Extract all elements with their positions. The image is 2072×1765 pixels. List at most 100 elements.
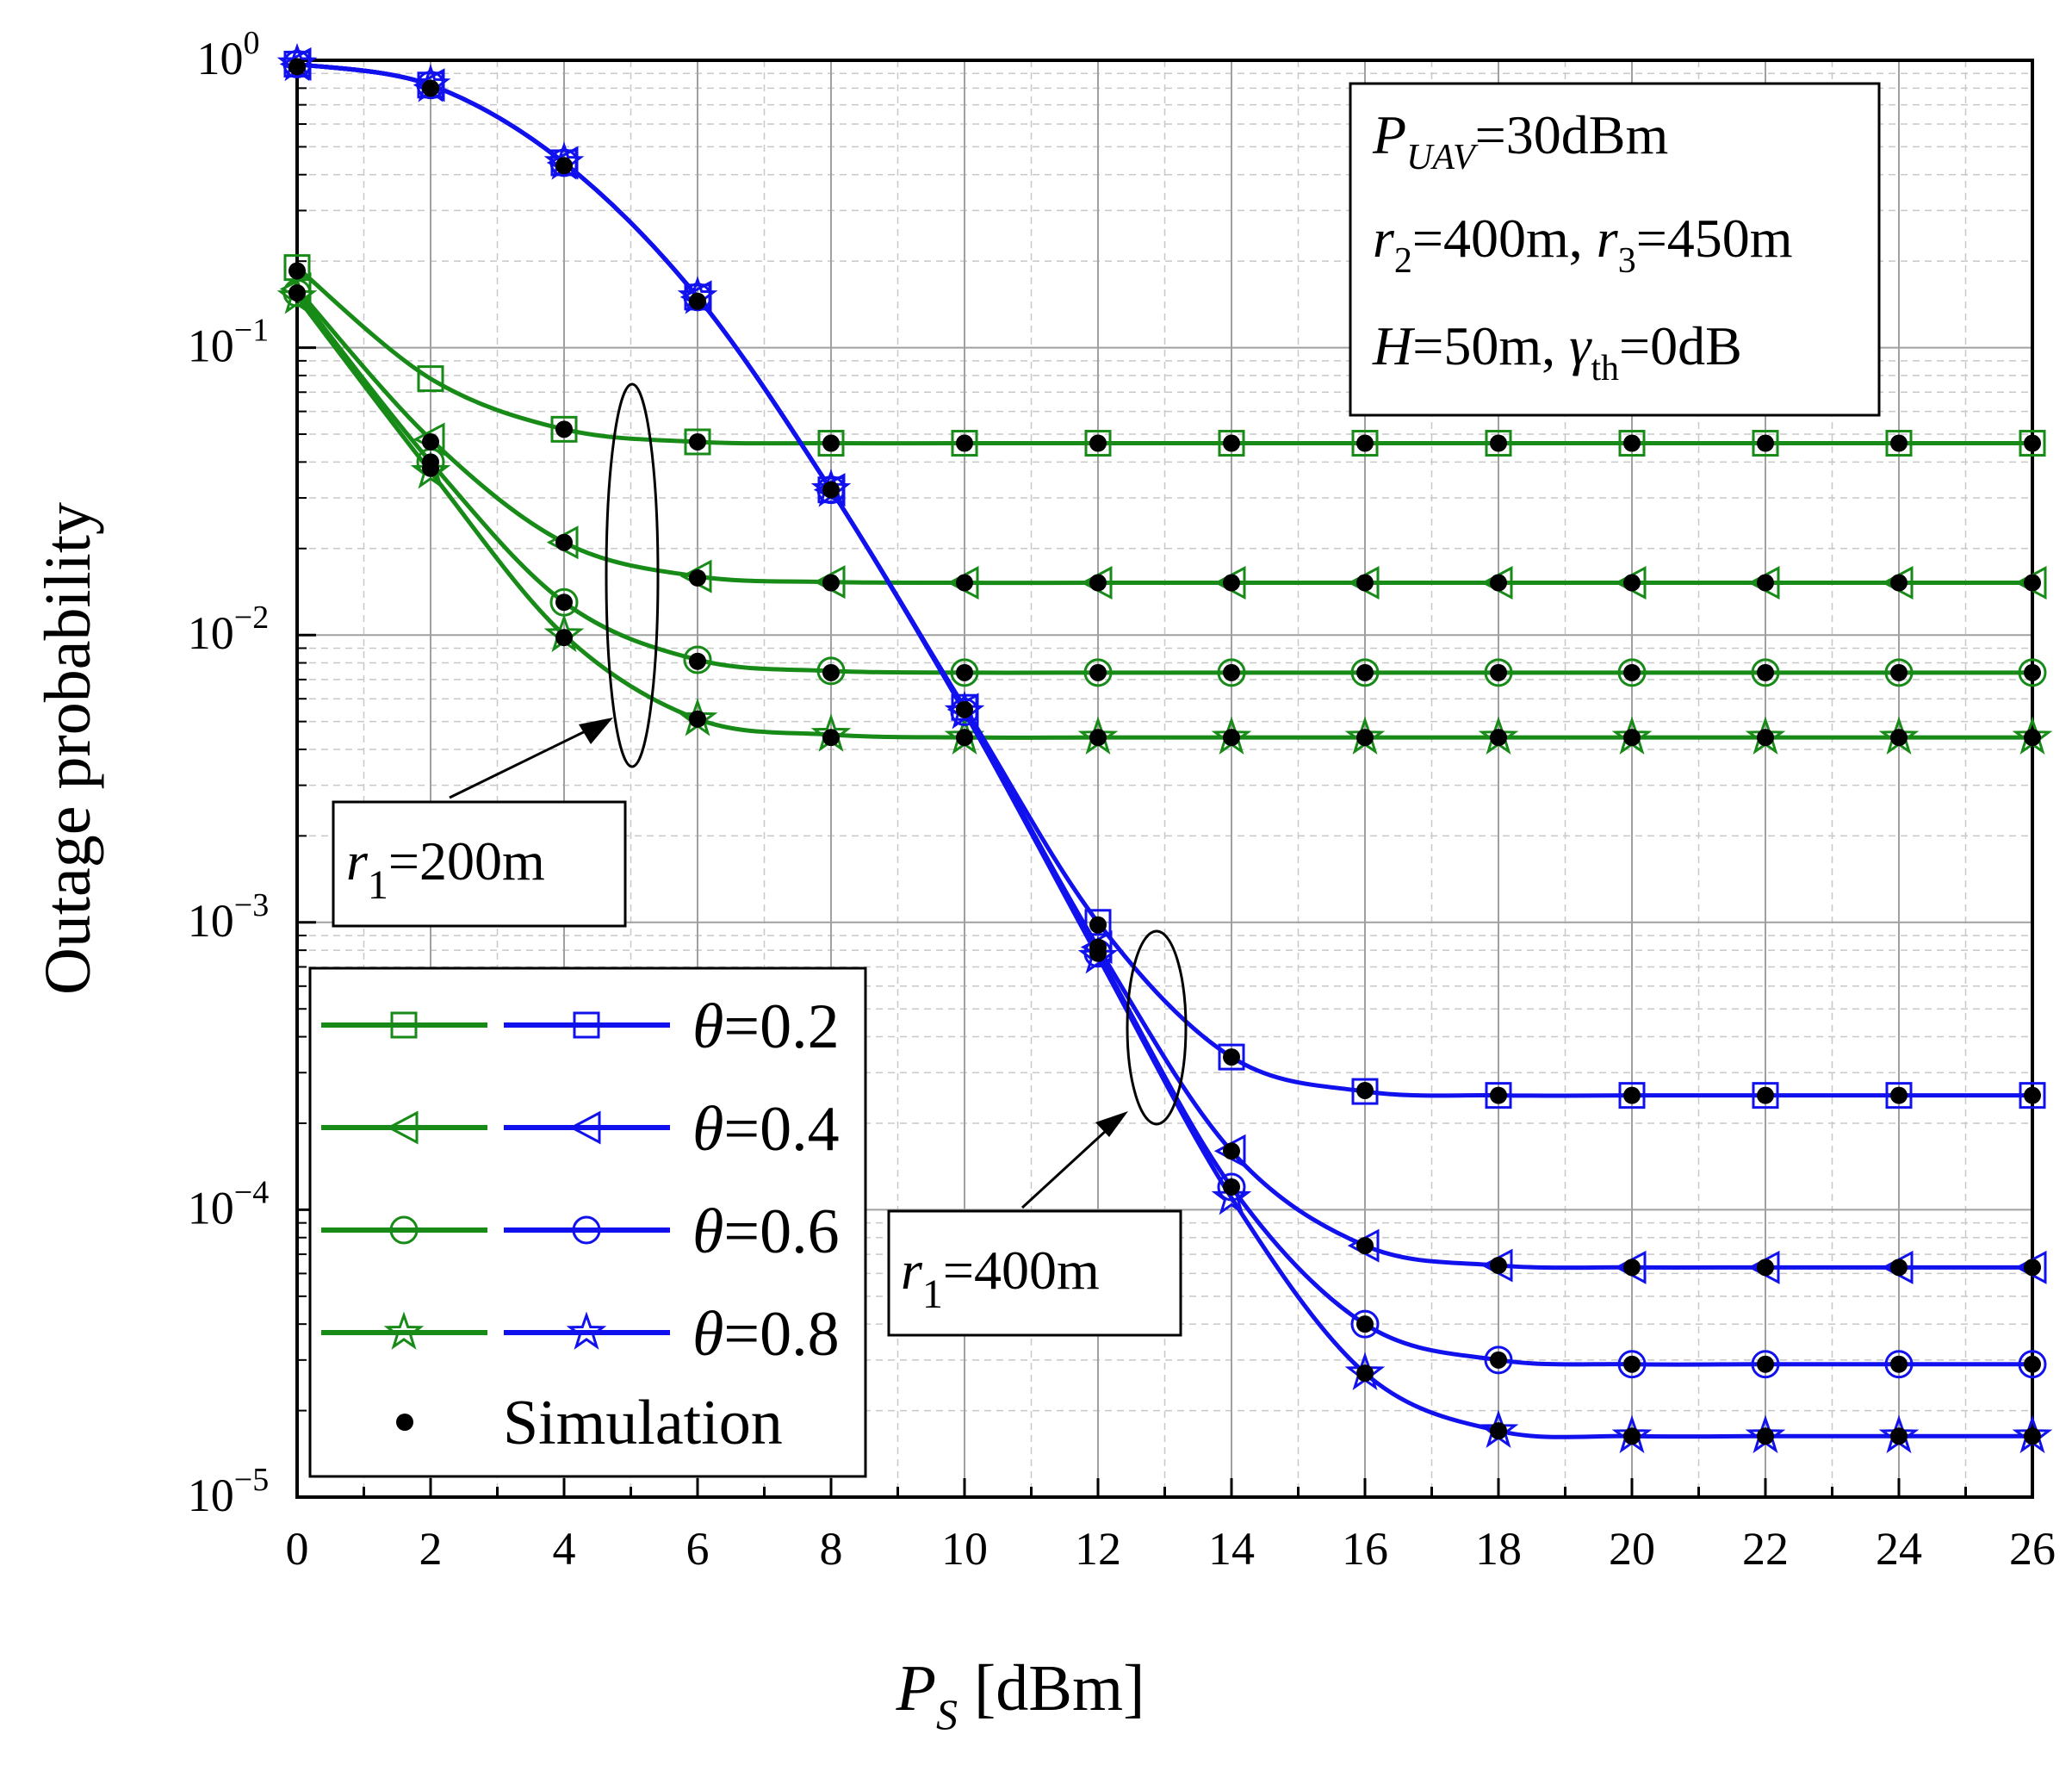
x-tick-label: 24 (1876, 1523, 1922, 1575)
simulation-point (2024, 663, 2041, 681)
annotation-r1-200m-text: r1=200m (346, 830, 545, 908)
series-marker (2019, 430, 2046, 457)
simulation-point (956, 700, 973, 718)
series-marker (817, 430, 845, 457)
series-marker (1617, 658, 1647, 687)
x-tick-label: 26 (2009, 1523, 2056, 1575)
series-marker (1217, 658, 1246, 687)
series-marker (951, 430, 978, 457)
series-marker (1077, 935, 1119, 974)
series-marker (1351, 1078, 1379, 1105)
series-marker (1351, 430, 1379, 457)
simulation-point (1890, 574, 1908, 592)
param-p-uav: PUAV=30dBm (1372, 104, 1668, 177)
x-tick-label: 16 (1342, 1523, 1388, 1575)
x-tick-label: 10 (941, 1523, 988, 1575)
x-tick-label: 4 (553, 1523, 576, 1575)
series-7 (276, 42, 2053, 1454)
legend-marker-green (389, 1215, 419, 1245)
simulation-point (1356, 434, 1374, 452)
simulation-point (555, 420, 573, 438)
y-tick-label: 100 (197, 25, 260, 84)
simulation-point (1089, 663, 1107, 681)
series-marker (549, 148, 579, 177)
legend-label: θ=0.6 (692, 1196, 840, 1267)
series-marker (1484, 658, 1513, 687)
x-axis-title: PS [dBm] (896, 1652, 1145, 1738)
annotation-r1-200m: r1=200m (332, 800, 627, 928)
series-marker (550, 415, 578, 443)
legend-row-0: θ=0.2 (321, 991, 840, 1062)
legend-marker-green (383, 1311, 425, 1350)
simulation-point (1623, 1427, 1641, 1445)
simulation-point (288, 58, 306, 76)
x-tick-label: 0 (286, 1523, 309, 1575)
simulation-point (1356, 729, 1374, 747)
series-marker (1484, 1346, 1513, 1375)
simulation-point (1490, 1257, 1507, 1275)
param-h-gamma: H=50m, γth=0dB (1372, 315, 1742, 388)
simulation-point (422, 432, 439, 451)
series-marker (950, 658, 979, 687)
parameter-box: PUAV=30dBm r2=400m, r3=450m H=50m, γth=0… (1349, 82, 1881, 417)
series-marker (1350, 1309, 1380, 1339)
simulation-point (555, 594, 573, 612)
simulation-point (956, 729, 973, 747)
series-marker (1211, 1177, 1252, 1215)
simulation-point (1356, 574, 1374, 592)
simulation-point (689, 652, 706, 670)
simulation-point (1623, 434, 1641, 452)
series-marker (1218, 430, 1245, 457)
series-marker (2018, 1350, 2047, 1379)
series-marker (1885, 1082, 1913, 1109)
x-tick-label: 2 (419, 1523, 443, 1575)
simulation-point (689, 569, 706, 587)
legend-marker-blue (568, 1110, 601, 1145)
simulation-point (1490, 1422, 1507, 1440)
simulation-point (1223, 663, 1240, 681)
simulation-point (1623, 729, 1641, 747)
simulation-point (1490, 574, 1507, 592)
series-marker (1752, 1082, 1779, 1109)
legend-row-3: θ=0.8 (321, 1299, 840, 1370)
x-tick-label: 6 (686, 1523, 710, 1575)
simulation-point (2024, 1355, 2041, 1373)
simulation-point (2024, 434, 2041, 452)
y-tick-label: 10−3 (188, 887, 269, 947)
y-tick-labels: 100 10−1 10−2 10−3 10−4 10−5 (188, 25, 269, 1521)
simulation-point (822, 663, 840, 681)
simulation-point (1757, 663, 1774, 681)
series-line (295, 295, 2032, 740)
param-r2-r3: r2=400m, r3=450m (1373, 208, 1793, 281)
r1-200-arrowhead (579, 718, 613, 744)
simulation-point (1490, 729, 1507, 747)
legend-rows: θ=0.2 θ=0.4 θ=0.6 θ=0.8 (321, 991, 840, 1370)
r1-200-arrow (449, 720, 605, 799)
series-marker (816, 475, 846, 505)
series-marker (1752, 430, 1779, 457)
legend-label: θ=0.4 (692, 1094, 840, 1165)
simulation-point (956, 663, 973, 681)
simulation-point (555, 533, 573, 551)
x-tick-label: 8 (820, 1523, 843, 1575)
series-line (296, 61, 2032, 1439)
series-marker (1083, 658, 1113, 687)
y-axis-title: Outage probability (32, 502, 104, 995)
legend-simulation-label: Simulation (503, 1388, 783, 1458)
annotation-r1-200m-box (332, 800, 627, 928)
simulation-point (2024, 729, 2041, 747)
series-marker (1884, 658, 1914, 687)
simulation-point (1356, 1081, 1374, 1099)
series-marker (683, 283, 712, 312)
simulation-point (1890, 1258, 1908, 1277)
simulation-point (1890, 434, 1908, 452)
legend-row-1: θ=0.4 (321, 1094, 840, 1165)
simulation-point (1890, 663, 1908, 681)
legend-label: θ=0.2 (692, 991, 840, 1062)
parameter-box-frame (1349, 82, 1881, 417)
simulation-point (1757, 574, 1774, 592)
y-tick-label: 10−2 (188, 600, 269, 659)
series-marker (410, 451, 451, 489)
simulation-point (288, 262, 306, 280)
simulation-point (1356, 1364, 1374, 1383)
